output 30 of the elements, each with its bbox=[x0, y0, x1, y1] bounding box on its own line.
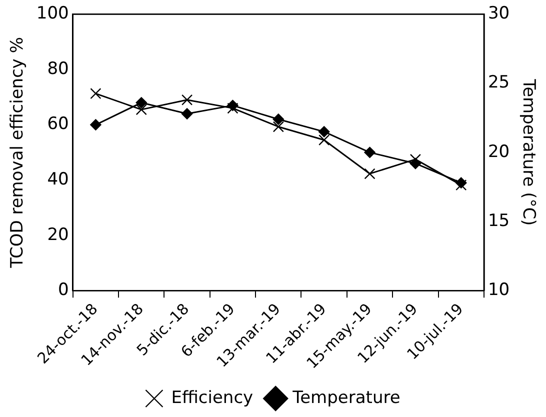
y-tick-label: 0 bbox=[58, 280, 69, 300]
point bbox=[364, 168, 376, 180]
legend-label: Efficiency bbox=[171, 388, 254, 408]
point bbox=[90, 88, 102, 100]
point bbox=[181, 108, 193, 120]
y-tick-label: 80 bbox=[47, 58, 69, 79]
point bbox=[182, 94, 193, 106]
point bbox=[456, 180, 467, 191]
y2-axis-title: Temperature (°C) bbox=[518, 78, 538, 226]
y2-tick-label: 10 bbox=[488, 280, 510, 300]
y2-tick-label: 15 bbox=[488, 210, 510, 231]
y-tick-label: 100 bbox=[36, 4, 69, 24]
point bbox=[364, 146, 376, 158]
y-tick-label: 60 bbox=[47, 114, 69, 134]
point bbox=[136, 104, 147, 116]
y-tick-label: 20 bbox=[47, 224, 69, 245]
point bbox=[272, 114, 284, 125]
point bbox=[272, 121, 284, 132]
legend-label: Temperature bbox=[292, 388, 400, 408]
y2-tick-label: 25 bbox=[488, 72, 510, 93]
point bbox=[410, 154, 421, 165]
point bbox=[318, 134, 330, 146]
y-tick-label: 40 bbox=[47, 169, 69, 190]
y-axis-title: TCOD removal efficiency % bbox=[8, 36, 28, 269]
point bbox=[227, 102, 238, 114]
point bbox=[90, 119, 102, 130]
point bbox=[136, 97, 147, 108]
y2-tick-label: 20 bbox=[488, 142, 510, 162]
y2-tick-label: 30 bbox=[488, 4, 510, 24]
point bbox=[318, 126, 330, 138]
